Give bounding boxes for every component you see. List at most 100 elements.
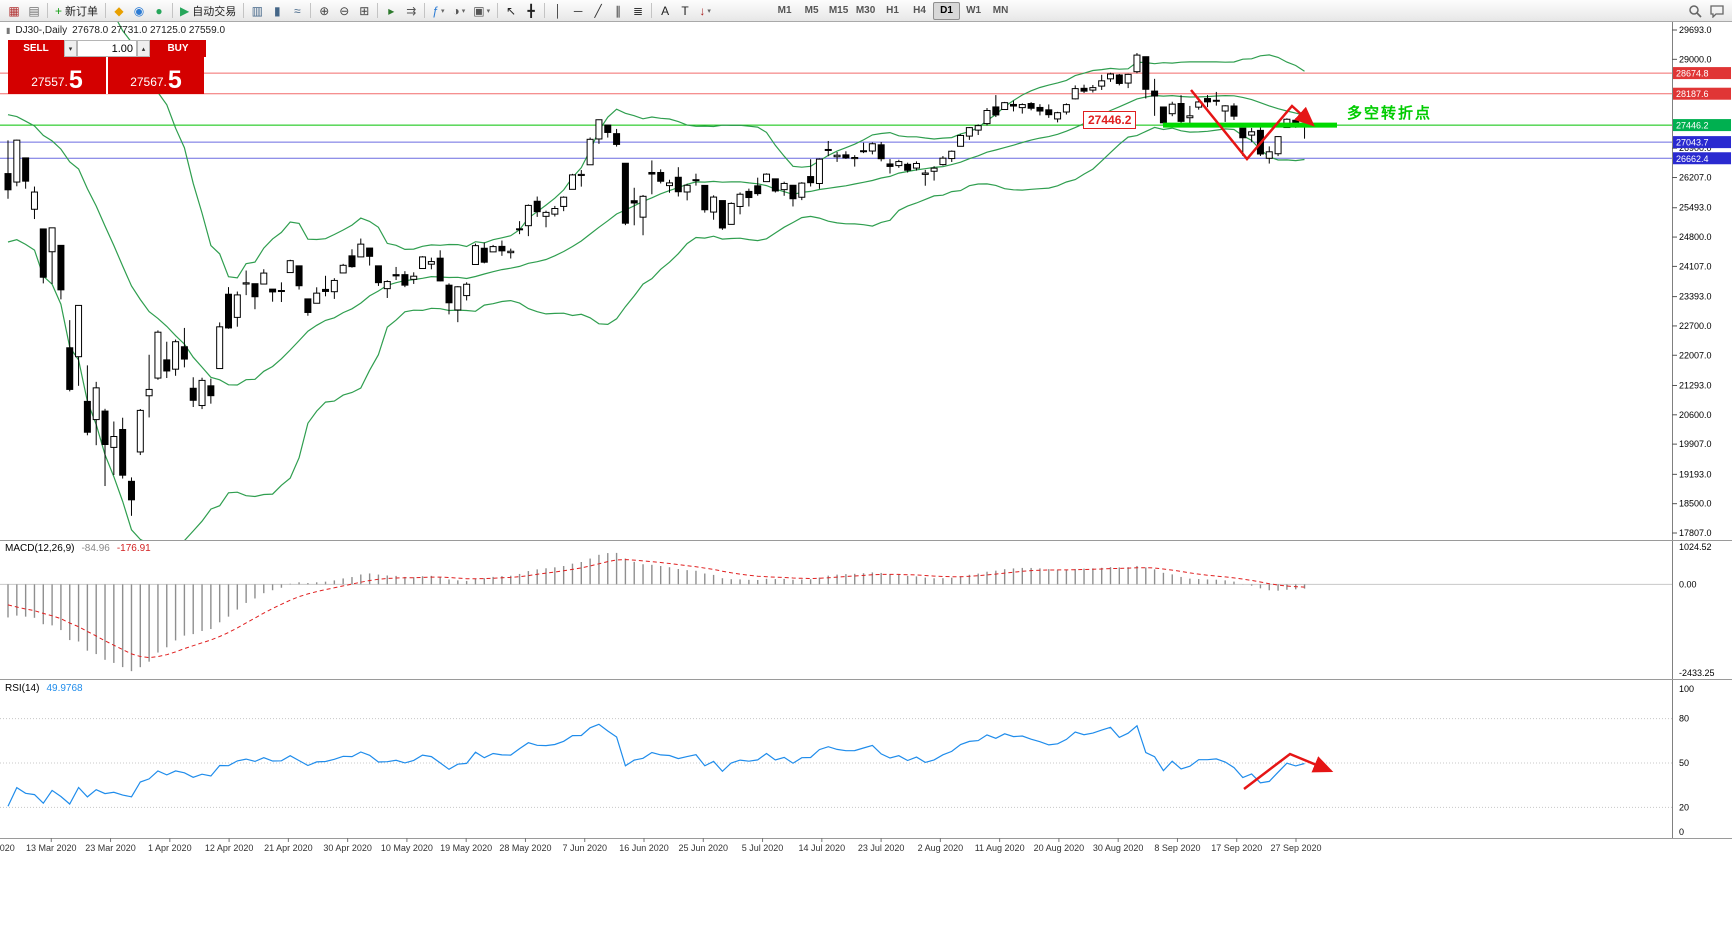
templates-button[interactable]: ▣ ▾ <box>469 1 494 20</box>
chat-icon[interactable] <box>1706 1 1728 20</box>
svg-text:17 Sep 2020: 17 Sep 2020 <box>1211 843 1262 853</box>
one-click-trade-panel: SELL ▾ ▴ BUY 27557. 5 27567. 5 <box>8 40 206 94</box>
macd-histogram <box>7 552 1306 672</box>
trend-line-button[interactable]: ╱ <box>588 1 608 20</box>
fibonacci-icon: ≣ <box>633 3 644 18</box>
sell-price-pip: 5 <box>68 65 83 94</box>
chart-shift-button[interactable]: ⇉ <box>401 1 421 20</box>
new-order-icon: + <box>55 3 63 18</box>
text-label-button[interactable]: T <box>675 1 695 20</box>
trend-line-icon: ╱ <box>594 3 602 18</box>
arrows-tool-button[interactable]: ↓ ▾ <box>695 1 715 20</box>
fibonacci-button[interactable]: ≣ <box>628 1 648 20</box>
svg-text:26900.0: 26900.0 <box>1679 143 1712 153</box>
tile-windows-button[interactable]: ⊞ <box>354 1 374 20</box>
timeframe-m1[interactable]: M1 <box>777 5 792 16</box>
timeframe-mn[interactable]: MN <box>992 5 1009 16</box>
buy-price-main: 27567. <box>130 75 167 90</box>
buy-price[interactable]: 27567. 5 <box>106 57 204 94</box>
volume-input[interactable] <box>77 40 137 57</box>
search-icon[interactable] <box>1684 1 1706 20</box>
zoom-in-icon: ⊕ <box>319 3 330 18</box>
rsi-axis-labels: 100 80 50 20 0 <box>1679 684 1694 837</box>
svg-text:25 Jun 2020: 25 Jun 2020 <box>678 843 728 853</box>
macd-value: -84.96 <box>81 543 110 554</box>
vertical-line-icon: │ <box>554 3 562 18</box>
svg-text:0.00: 0.00 <box>1679 579 1697 589</box>
zoom-in-button[interactable]: ⊕ <box>314 1 334 20</box>
cursor-button[interactable]: ↖ <box>501 1 521 20</box>
candles <box>4 53 1309 516</box>
price-level-tag[interactable]: 27446.2 <box>1083 111 1137 129</box>
new-chart-icon: ▦ <box>8 3 20 18</box>
text-tool-button[interactable]: A <box>655 1 675 20</box>
timeframe-w1[interactable]: W1 <box>966 5 982 16</box>
indicators-button[interactable]: ƒ ▾ <box>428 1 448 20</box>
svg-text:20: 20 <box>1679 802 1689 812</box>
bollinger-upper-band <box>117 22 1305 279</box>
svg-text:24800.0: 24800.0 <box>1679 232 1712 242</box>
buy-button[interactable]: BUY <box>150 40 206 57</box>
new-chart-button[interactable]: ▦ <box>4 1 24 20</box>
timeframe-m30[interactable]: M30 <box>855 5 876 16</box>
timeframe-m15[interactable]: M15 <box>828 5 849 16</box>
sell-button[interactable]: SELL <box>8 40 64 57</box>
svg-text:25493.0: 25493.0 <box>1679 203 1712 213</box>
community-button[interactable]: ◉ <box>129 1 149 20</box>
timeframe-h1[interactable]: H1 <box>886 5 899 16</box>
macd-indicator-label: MACD(12,26,9) -84.96 -176.91 <box>5 543 151 554</box>
rsi-indicator-label: RSI(14) 49.9768 <box>5 683 83 694</box>
svg-text:11 Aug 2020: 11 Aug 2020 <box>975 843 1025 853</box>
macd-signal-value: -176.91 <box>116 543 151 554</box>
toolbar-separator <box>47 3 48 18</box>
chart-candles-icon: ▮ <box>273 3 281 18</box>
auto-scroll-icon: ▸ <box>388 3 395 18</box>
volume-down-spinner[interactable]: ▾ <box>64 40 77 57</box>
chart-line-button[interactable]: ≈ <box>287 1 307 20</box>
metaeditor-icon: ◆ <box>114 3 124 18</box>
profiles-button[interactable]: ▤ <box>24 1 44 20</box>
channel-button[interactable]: ∥ <box>608 1 628 20</box>
timeframe-h4[interactable]: H4 <box>913 5 926 16</box>
zoom-out-icon: ⊖ <box>339 3 350 18</box>
timeframe-d1[interactable]: D1 <box>933 1 961 20</box>
svg-text:100: 100 <box>1679 684 1694 694</box>
svg-text:1024.52: 1024.52 <box>1679 542 1712 552</box>
rsi-forecast-arrow[interactable] <box>1243 752 1334 790</box>
zoom-out-button[interactable]: ⊖ <box>334 1 354 20</box>
svg-text:23 Jul 2020: 23 Jul 2020 <box>858 843 905 853</box>
svg-text:26207.0: 26207.0 <box>1679 173 1712 183</box>
svg-text:10 May 2020: 10 May 2020 <box>381 843 433 853</box>
vertical-line-button[interactable]: │ <box>548 1 568 20</box>
auto-scroll-button[interactable]: ▸ <box>381 1 401 20</box>
chart-candles-button[interactable]: ▮ <box>267 1 287 20</box>
svg-text:28674.8: 28674.8 <box>1676 69 1709 79</box>
cursor-icon: ↖ <box>506 3 517 18</box>
turning-point-label[interactable]: 多空转折点 <box>1347 105 1433 122</box>
svg-text:18500.0: 18500.0 <box>1679 499 1712 509</box>
svg-text:50: 50 <box>1679 758 1689 768</box>
timeframe-group: M1 M5 M15 M30 H1 H4 D1 W1 MN <box>771 1 1014 20</box>
trend-zigzag-arrow[interactable] <box>1190 89 1315 161</box>
horizontal-line-button[interactable]: ─ <box>568 1 588 20</box>
svg-text:27 Sep 2020: 27 Sep 2020 <box>1270 843 1321 853</box>
volume-up-spinner[interactable]: ▴ <box>137 40 150 57</box>
svg-text:23 Mar 2020: 23 Mar 2020 <box>85 843 136 853</box>
svg-text:1 Apr 2020: 1 Apr 2020 <box>148 843 192 853</box>
sell-price[interactable]: 27557. 5 <box>8 57 106 94</box>
new-order-button[interactable]: + 新订单 <box>51 1 102 20</box>
date-axis: 3 Mar 2020 13 Mar 2020 23 Mar 2020 1 Apr 20… <box>0 838 1322 853</box>
chart-line-icon: ≈ <box>293 3 301 18</box>
metaeditor-button[interactable]: ◆ <box>109 1 129 20</box>
toolbar-separator <box>497 3 499 18</box>
crosshair-button[interactable]: ╋ <box>521 1 541 20</box>
market-button[interactable]: ● <box>149 1 169 20</box>
timeframe-m5[interactable]: M5 <box>804 5 819 16</box>
svg-text:5 Jul 2020: 5 Jul 2020 <box>742 843 784 853</box>
autotrading-button[interactable]: ▶ 自动交易 <box>176 1 240 20</box>
svg-text:-2433.25: -2433.25 <box>1679 668 1715 678</box>
svg-text:7 Jun 2020: 7 Jun 2020 <box>562 843 607 853</box>
periods-button[interactable]: ◑ ▾ <box>448 1 469 20</box>
chart-bars-button[interactable]: ▥ <box>247 1 267 20</box>
